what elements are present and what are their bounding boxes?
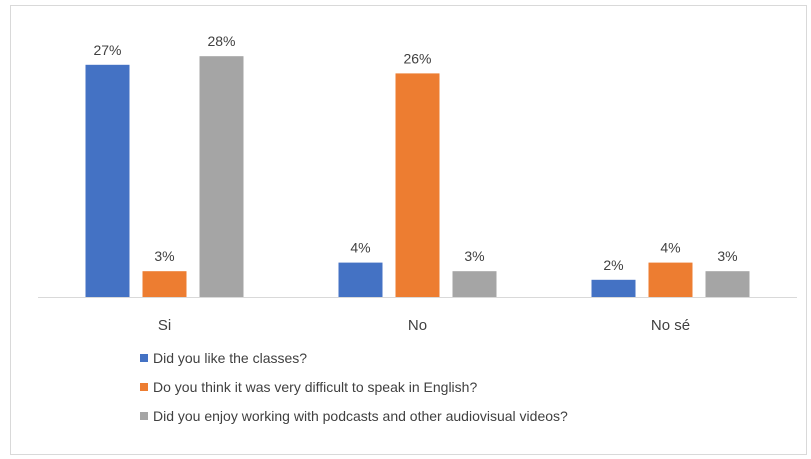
bar-series3-1 — [199, 56, 244, 298]
data-label-series2-1: 3% — [154, 248, 174, 264]
bar-series2-1 — [142, 271, 187, 297]
bar-series1-2 — [338, 262, 383, 297]
bar-series2-3 — [648, 262, 693, 297]
bar-series1-1 — [85, 64, 130, 297]
legend-label-classes: Did you like the classes? — [153, 350, 308, 366]
legend-label-difficult: Do you think it was very difficult to sp… — [153, 379, 478, 395]
legend-swatch-podcasts — [140, 412, 148, 420]
bar-series2-2 — [395, 73, 440, 298]
data-label-series3-1: 28% — [207, 33, 235, 49]
category-label-3: No sé — [651, 317, 690, 334]
data-label-series1-3: 2% — [603, 257, 623, 273]
bar-series1-3 — [591, 279, 636, 297]
category-label-2: No — [408, 317, 427, 334]
category-label-1: Si — [158, 317, 171, 334]
legend-label-podcasts: Did you enjoy working with podcasts and … — [153, 408, 568, 424]
legend-item-classes: Did you like the classes? — [140, 348, 568, 368]
bar-series3-2 — [452, 271, 497, 297]
data-label-series3-2: 3% — [464, 248, 484, 264]
bar-series3-3 — [705, 271, 750, 297]
data-label-series1-2: 4% — [350, 240, 370, 256]
legend: Did you like the classes? Do you think i… — [140, 348, 568, 435]
legend-item-podcasts: Did you enjoy working with podcasts and … — [140, 406, 568, 426]
legend-item-difficult: Do you think it was very difficult to sp… — [140, 377, 568, 397]
data-label-series2-3: 4% — [660, 240, 680, 256]
legend-swatch-classes — [140, 354, 148, 362]
data-label-series3-3: 3% — [717, 248, 737, 264]
data-label-series1-1: 27% — [93, 42, 121, 58]
legend-swatch-difficult — [140, 383, 148, 391]
data-label-series2-2: 26% — [403, 50, 431, 66]
